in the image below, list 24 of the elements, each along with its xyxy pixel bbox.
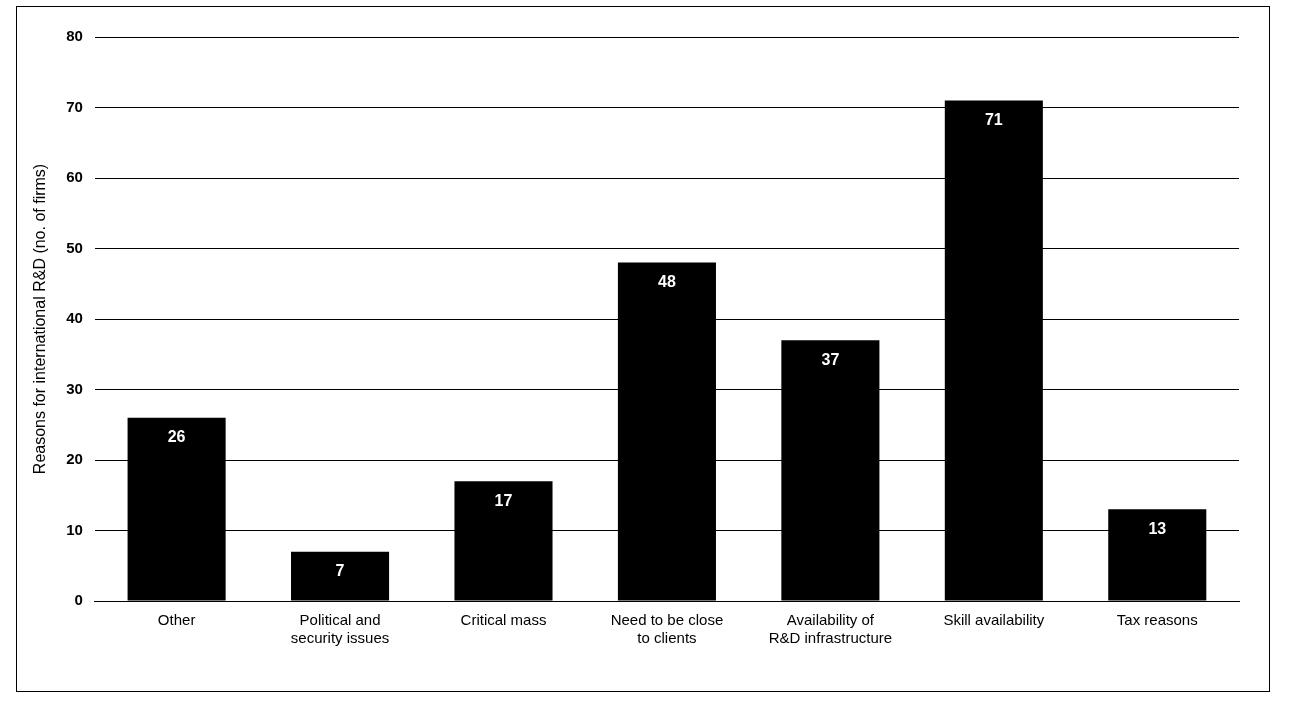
data-label: 26 bbox=[167, 428, 186, 446]
y-tick-label: 70 bbox=[66, 97, 83, 115]
y-tick-label: 80 bbox=[66, 27, 83, 45]
x-tick-label: Critical mass bbox=[460, 611, 547, 629]
x-tick-label: Tax reasons bbox=[1116, 611, 1198, 629]
y-tick-label: 40 bbox=[66, 309, 83, 327]
x-tick-label: Other bbox=[157, 611, 196, 629]
data-label: 71 bbox=[984, 110, 1003, 128]
data-label: 13 bbox=[1148, 519, 1167, 537]
y-tick-label: 30 bbox=[66, 379, 83, 397]
data-label: 7 bbox=[335, 562, 345, 580]
data-label: 48 bbox=[658, 273, 676, 291]
y-tick-label: 10 bbox=[66, 520, 83, 538]
x-tick-label: Skill availability bbox=[943, 611, 1045, 629]
x-tick-label: Political and security issues bbox=[290, 611, 390, 647]
data-label: 37 bbox=[821, 350, 840, 368]
y-tick-label: 0 bbox=[74, 591, 83, 609]
x-tick-label: Availability of R&D infrastructure bbox=[768, 611, 893, 647]
y-tick-label: 50 bbox=[66, 238, 83, 256]
y-tick-label: 20 bbox=[66, 450, 83, 468]
data-label: 17 bbox=[494, 491, 513, 509]
x-tick-label: Need to be close to clients bbox=[610, 611, 724, 647]
y-tick-label: 60 bbox=[66, 168, 83, 186]
y-axis-title: Reasons for international R&D (no. of firms) bbox=[31, 163, 49, 475]
